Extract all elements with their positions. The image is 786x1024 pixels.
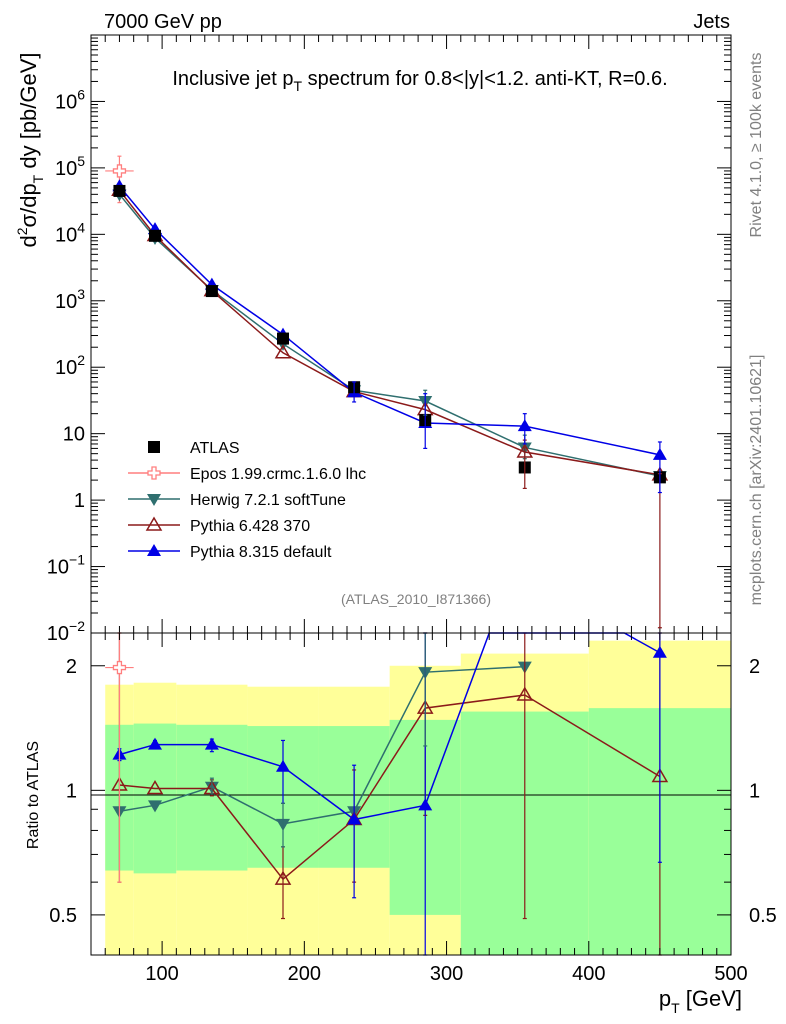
ratio-point <box>204 737 219 750</box>
legend-marker <box>145 516 163 531</box>
x-tick-label: 300 <box>430 963 463 985</box>
ratio-errbar <box>352 764 357 899</box>
main-ylabel: d2σ/dpT dy [pb/GeV] <box>14 52 46 247</box>
main-ytick-label: 1 <box>74 490 85 512</box>
main-line <box>118 189 661 476</box>
series-atlas <box>113 184 666 484</box>
legend-item-pythia-6-428-370: Pythia 6.428 370 <box>128 516 310 535</box>
ratio-panel: 100 200 300 400 500 0.5 0.5 1 1 2 2 Ratio to ATLAS… <box>25 632 777 1016</box>
ratio-axes: 100 200 300 400 500 0.5 0.5 1 1 2 2 <box>49 633 777 985</box>
series-pythia-6-428-370 <box>111 181 669 481</box>
ratio-point <box>148 800 162 813</box>
main-ytick-label: 103 <box>55 286 85 313</box>
main-ytick-label: 106 <box>55 86 85 113</box>
ratio-ytick-label-right: 2 <box>749 656 760 678</box>
legend-marker <box>147 544 161 556</box>
legend-label: Pythia 8.315 default <box>190 544 332 561</box>
ratio-ytick-label: 1 <box>66 780 77 802</box>
main-axes: 10−2 10−1 1 10 102 103 104 105 106 <box>47 34 732 645</box>
header-left: 7000 GeV pp <box>104 11 222 33</box>
ratio-point <box>652 645 667 658</box>
ratio-errbar <box>281 802 285 848</box>
main-point <box>112 164 127 178</box>
ratio-ytick-label-right: 1 <box>749 780 760 802</box>
main-errbar <box>657 473 662 629</box>
mcplots-label: mcplots.cern.ch [arXiv:2401.10621] <box>748 355 765 606</box>
main-errbar <box>352 381 357 403</box>
main-ytick-label: 104 <box>55 219 85 246</box>
main-ytick-label: 10−1 <box>47 552 85 579</box>
legend-item-atlas: ATLAS <box>148 440 240 457</box>
ratio-point <box>148 737 162 750</box>
analysis-label: (ATLAS_2010_I871366) <box>341 591 491 607</box>
main-frame <box>90 34 732 634</box>
legend-label: Herwig 7.2.1 softTune <box>190 492 346 509</box>
legend-marker <box>147 466 161 480</box>
ratio-point <box>347 812 362 825</box>
x-axis-label: pT [GeV] <box>659 986 742 1016</box>
x-tick-label: 200 <box>288 963 321 985</box>
legend-marker <box>147 494 161 506</box>
main-ytick-label: 10−2 <box>47 618 85 645</box>
legend-label: Pythia 6.428 370 <box>190 518 310 535</box>
main-line <box>118 185 661 456</box>
legend-marker <box>148 441 160 453</box>
ratio-ytick-label: 0.5 <box>49 905 77 927</box>
main-panel: 10−2 10−1 1 10 102 103 104 105 106 Inclusive jet… <box>14 34 732 645</box>
ratio-point <box>146 780 164 795</box>
main-ytick-label: 10 <box>63 424 85 446</box>
legend-item-epos-1-99-crmc-1-6-0-lhc: Epos 1.99.crmc.1.6.0 lhc <box>128 466 366 483</box>
ratio-point <box>112 660 127 675</box>
ratio-point <box>418 798 433 811</box>
plot-title: Inclusive jet pT spectrum for 0.8<|y|<1.… <box>172 68 667 94</box>
main-errbar <box>423 393 428 450</box>
main-point <box>274 344 292 359</box>
x-tick-label: 100 <box>145 963 178 985</box>
main-point <box>205 285 218 298</box>
ratio-line <box>119 694 661 881</box>
main-point <box>113 184 126 197</box>
ratio-point <box>516 686 534 701</box>
main-ytick-label: 105 <box>55 153 85 180</box>
ratio-ytick-label-right: 0.5 <box>749 905 777 927</box>
main-errbar <box>657 441 662 494</box>
main-ytick-label: 102 <box>55 352 85 379</box>
legend-label: ATLAS <box>190 440 240 457</box>
ratio-series <box>105 632 669 956</box>
ratio-ylabel: Ratio to ATLAS <box>25 741 42 849</box>
legend-item-herwig-7-2-1-softtune: Herwig 7.2.1 softTune <box>128 492 346 509</box>
ratio-bands <box>105 640 731 955</box>
main-point <box>149 229 161 242</box>
ratio-point <box>274 870 292 885</box>
x-tick-label: 400 <box>572 963 605 985</box>
legend-label: Epos 1.99.crmc.1.6.0 lhc <box>190 466 366 483</box>
legend-item-pythia-8-315-default: Pythia 8.315 default <box>128 544 332 561</box>
ratio-frame <box>90 632 732 956</box>
main-series <box>105 155 669 629</box>
x-tick-label: 500 <box>714 963 747 985</box>
main-point <box>277 332 289 345</box>
ratio-ytick-label: 2 <box>66 656 77 678</box>
ratio-errbar <box>209 777 214 795</box>
legend: ATLAS Epos 1.99.crmc.1.6.0 lhc Herwig 7.2.… <box>128 440 366 561</box>
rivet-version-label: Rivet 4.1.0, ≥ 100k events <box>748 53 765 238</box>
ratio-series-pythia-8-315-default <box>112 632 667 956</box>
header-right: Jets <box>693 11 730 33</box>
series-pythia-8-315-default <box>112 179 667 460</box>
main-line <box>118 193 661 477</box>
main-errbar <box>522 413 527 445</box>
ratio-point <box>276 759 290 772</box>
